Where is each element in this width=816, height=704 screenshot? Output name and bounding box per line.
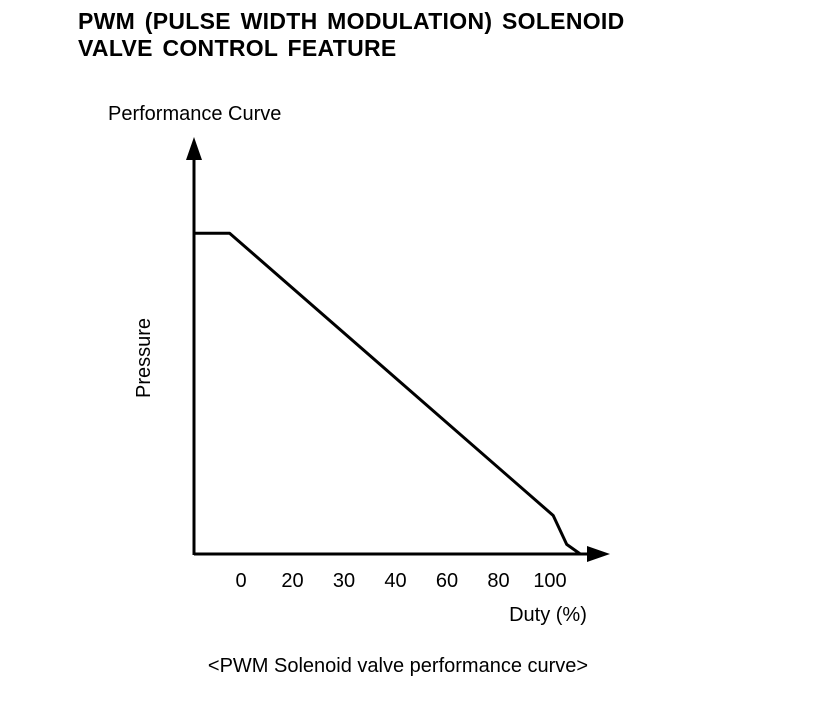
x-tick-label: 20 (281, 570, 303, 592)
y-axis-arrow-icon (186, 137, 202, 160)
title-line-1: PWM (PULSE WIDTH MODULATION) SOLENOID (78, 8, 625, 34)
figure-caption: <PWM Solenoid valve performance curve> (207, 655, 589, 677)
chart-title: Performance Curve (108, 103, 281, 125)
title-line-2: VALVE CONTROL FEATURE (78, 35, 397, 61)
page-title: PWM (PULSE WIDTH MODULATION) SOLENOID VA… (78, 8, 625, 62)
x-axis-arrow-icon (587, 546, 610, 562)
x-axis-label: Duty (%) (509, 604, 587, 626)
x-tick-label: 0 (235, 570, 246, 592)
x-tick-labels: 0 20 30 40 60 80 100 (235, 570, 566, 592)
x-tick-label: 30 (333, 570, 355, 592)
series-layer (194, 231, 582, 556)
y-axis-label: Pressure (133, 318, 155, 398)
series-line (194, 231, 582, 556)
x-tick-label: 100 (533, 570, 566, 592)
x-tick-label: 60 (436, 570, 458, 592)
x-tick-label: 80 (487, 570, 509, 592)
x-tick-label: 40 (384, 570, 406, 592)
